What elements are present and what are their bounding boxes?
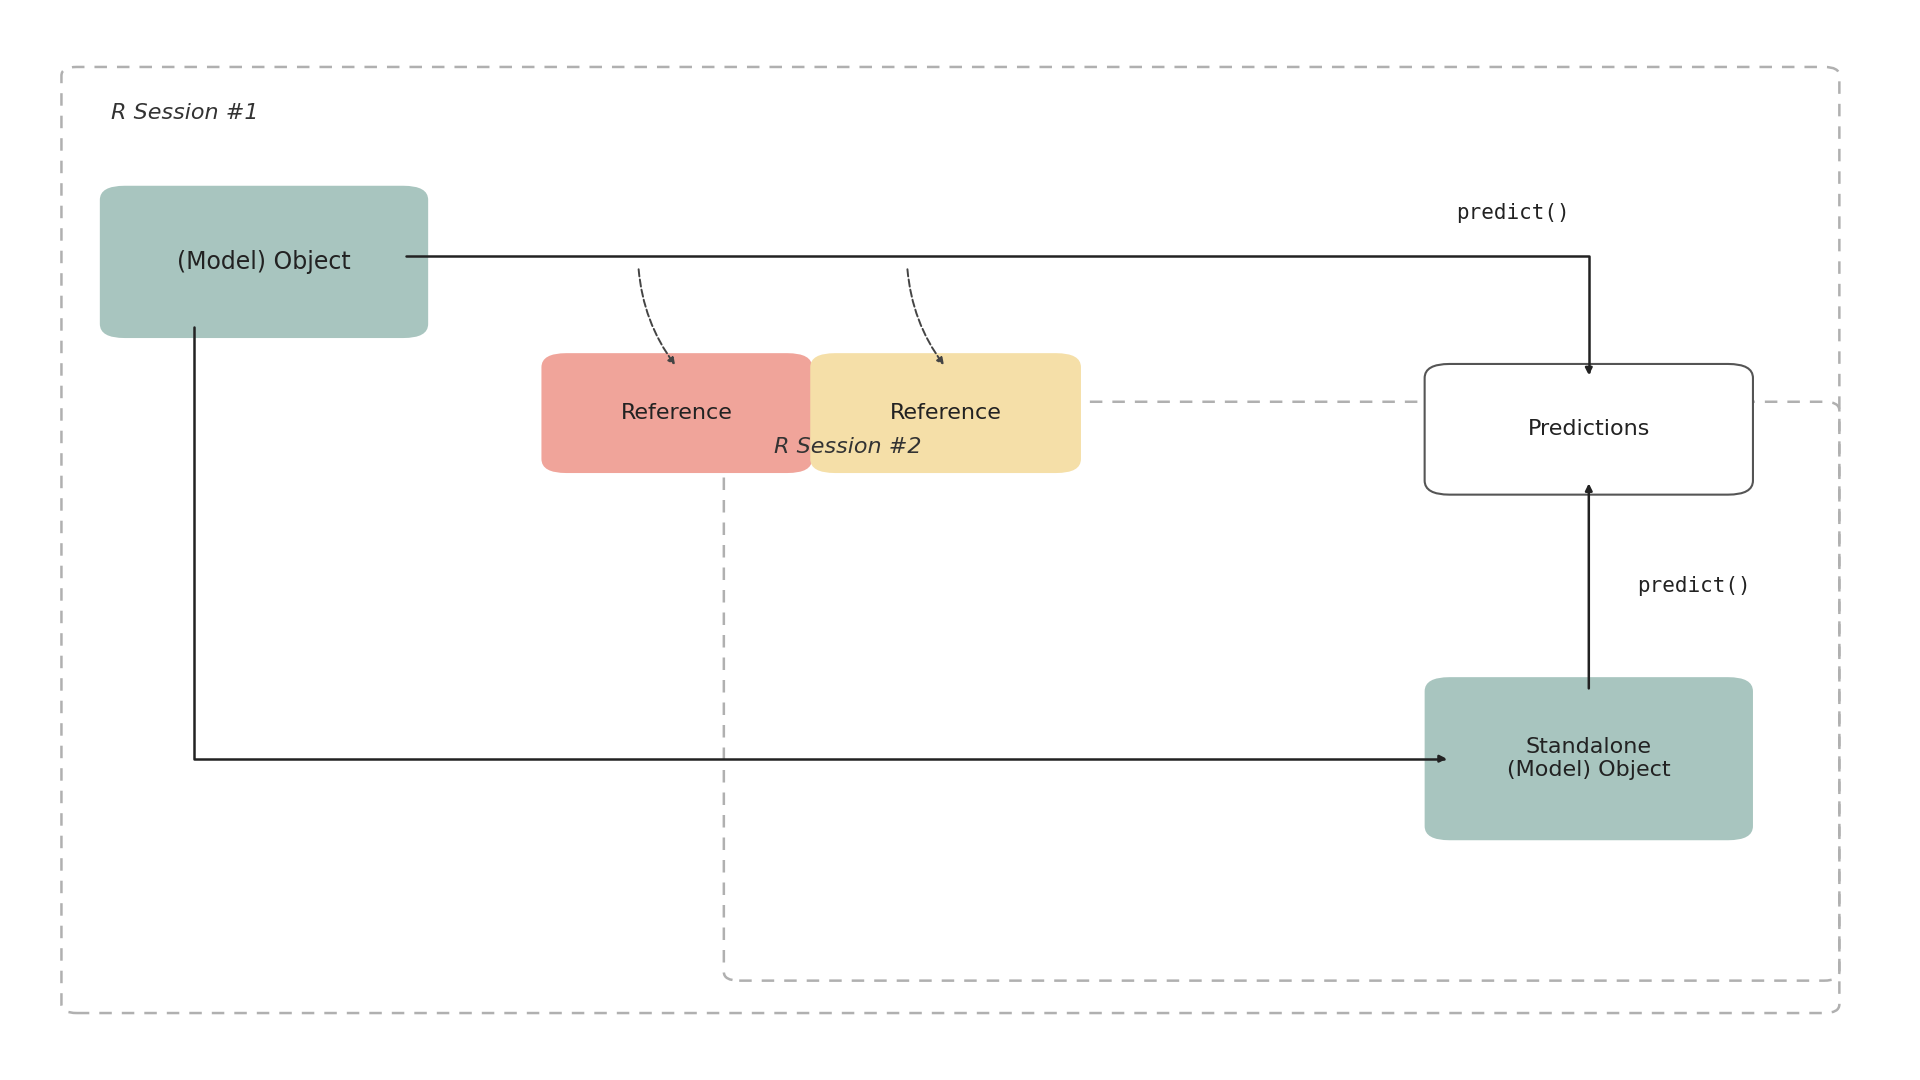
Text: (Model) Object: (Model) Object [177, 249, 351, 274]
Text: predict(): predict() [1455, 203, 1569, 224]
Text: R Session #2: R Session #2 [774, 437, 922, 458]
Text: R Session #1: R Session #1 [111, 103, 259, 123]
FancyBboxPatch shape [810, 353, 1081, 473]
Text: Predictions: Predictions [1528, 419, 1649, 440]
Text: predict(): predict() [1636, 576, 1751, 596]
FancyBboxPatch shape [541, 353, 812, 473]
FancyBboxPatch shape [1425, 364, 1753, 495]
Text: Standalone
(Model) Object: Standalone (Model) Object [1507, 737, 1670, 780]
Text: Reference: Reference [889, 403, 1002, 423]
Text: Reference: Reference [620, 403, 733, 423]
FancyBboxPatch shape [1425, 677, 1753, 840]
FancyBboxPatch shape [100, 186, 428, 338]
